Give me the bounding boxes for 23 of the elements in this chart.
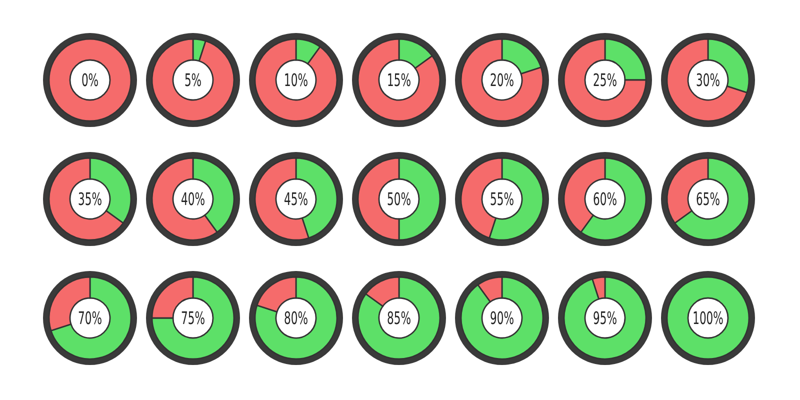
text: 10% — [284, 70, 308, 90]
text: 75% — [181, 308, 205, 328]
text: 60% — [593, 188, 617, 210]
text: 20% — [490, 70, 514, 90]
text: 70% — [78, 308, 102, 328]
text: 65% — [696, 188, 720, 210]
text: 0% — [81, 70, 99, 90]
text: 15% — [387, 70, 411, 90]
text: 80% — [284, 308, 308, 328]
text: 45% — [284, 188, 308, 210]
donut-slice — [666, 38, 748, 122]
text: 55% — [490, 188, 514, 210]
text: 100% — [692, 308, 724, 328]
text: 85% — [387, 308, 411, 328]
text: 40% — [181, 188, 205, 210]
text: 90% — [490, 308, 514, 328]
text: 25% — [593, 70, 617, 90]
text: 5% — [184, 70, 202, 90]
text: 30% — [696, 70, 720, 90]
donut-slice — [50, 276, 132, 360]
text: 50% — [387, 188, 411, 210]
text: 95% — [593, 308, 617, 328]
text: 35% — [78, 188, 102, 210]
